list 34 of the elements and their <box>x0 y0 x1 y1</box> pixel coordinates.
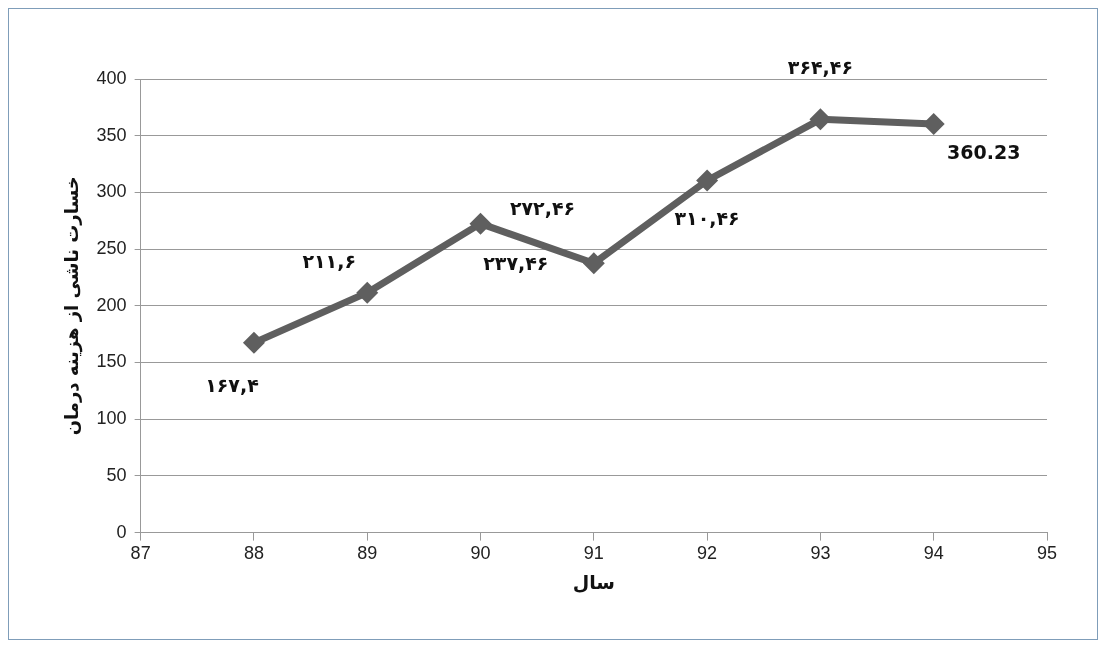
point <box>809 108 832 131</box>
y-tick-label: 200 <box>96 294 127 315</box>
point <box>696 169 719 192</box>
x-tick-label: 88 <box>243 543 264 564</box>
y-tick-label: 400 <box>96 67 127 88</box>
x-tick-label: 93 <box>810 543 831 564</box>
x-tick-label: 90 <box>470 543 491 564</box>
data-label: 360.23 <box>947 141 1021 164</box>
point <box>582 252 605 275</box>
x-tick-label: 92 <box>697 543 718 564</box>
x-tick-label: 87 <box>130 543 151 564</box>
y-tick-label: 0 <box>116 521 127 542</box>
point <box>469 212 492 235</box>
data-label: ۳۶۴,۴۶ <box>787 56 854 79</box>
data-label: ۲۳۷,۴۶ <box>483 252 549 275</box>
y-tick-label: 50 <box>106 464 127 485</box>
data-label: ۳۱۰,۴۶ <box>674 207 740 230</box>
y-tick-label: 100 <box>96 408 127 429</box>
y-axis-title: خسارت ناشی از هزینه درمان <box>61 176 84 436</box>
y-tick-label: 300 <box>96 181 127 202</box>
data-label: ۲۱۱,۶ <box>302 249 357 272</box>
x-tick-label: 89 <box>357 543 378 564</box>
point <box>242 331 265 354</box>
point <box>356 281 379 304</box>
x-axis-title: سال <box>572 570 615 593</box>
x-tick-label: 95 <box>1036 543 1058 564</box>
data-label: ۲۷۲,۴۶ <box>509 196 576 219</box>
y-tick-label: 250 <box>96 238 127 259</box>
x-tick-label: 91 <box>583 543 604 564</box>
y-tick-label: 150 <box>96 351 127 372</box>
data-label: ۱۶۷,۴ <box>205 373 259 396</box>
point <box>922 113 945 136</box>
x-tick-label: 94 <box>923 543 944 564</box>
y-tick-label: 350 <box>96 124 127 145</box>
